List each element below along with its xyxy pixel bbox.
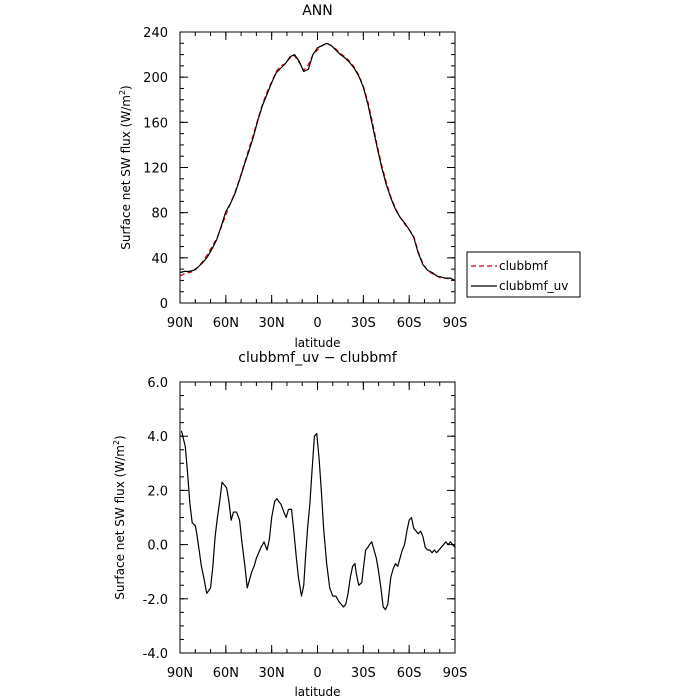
x-tick-label: 0 (313, 316, 321, 331)
x-tick-label: 30N (259, 666, 285, 681)
x-tick-label: 60S (397, 316, 422, 331)
plot-frame (179, 381, 456, 654)
x-tick-label: 60N (213, 666, 239, 681)
plot-frame (179, 31, 456, 304)
difference-series-line (180, 430, 455, 611)
y-tick-label: 2.0 (147, 484, 168, 499)
y-tick-label: 80 (151, 207, 168, 222)
y-axis-label: Surface net SW flux (W/m2) (112, 435, 127, 599)
chart-title: clubbmf_uv − clubbmf (238, 350, 397, 366)
y-tick-label: 200 (143, 71, 168, 86)
y-tick-label: 0.0 (147, 539, 168, 554)
y-tick-label: -4.0 (143, 647, 168, 662)
y-tick-label: 240 (143, 26, 168, 41)
legend-box (466, 251, 581, 298)
x-tick-label: 90N (167, 316, 193, 331)
x-tick-label: 90S (443, 666, 468, 681)
y-tick-label: 0 (160, 297, 168, 312)
y-tick-label: -2.0 (143, 593, 168, 608)
x-tick-label: 60N (213, 316, 239, 331)
x-tick-label: 30S (351, 666, 376, 681)
y-axis-label: Surface net SW flux (W/m2) (118, 85, 133, 249)
x-axis-label: latitude (294, 685, 340, 699)
y-tick-label: 160 (143, 116, 168, 131)
chart-title: ANN (302, 3, 333, 19)
x-tick-label: 30N (259, 316, 285, 331)
difference-chart: 90N 60N 30N 0 30S 60S 90S -4.0 -2.0 0.0 2.0 4.0 6.0 c… (112, 350, 467, 699)
x-tick-label: 0 (313, 666, 321, 681)
y-tick-label: 4.0 (147, 430, 168, 445)
top-chart: 90N 60N 30N 0 30S 60S 90S 0 40 80 120 160 200 240 ANN l… (118, 3, 467, 350)
legend-label: clubbmf_uv (499, 279, 568, 293)
y-tick-label: 120 (143, 162, 168, 177)
series-line-clubbmf-uv (180, 42, 455, 281)
series-line-clubbmf (180, 42, 455, 282)
x-tick-label: 60S (397, 666, 422, 681)
legend-label: clubbmf (499, 259, 548, 273)
x-tick-label: 30S (351, 316, 376, 331)
x-tick-label: 90S (443, 316, 468, 331)
legend: clubbmf clubbmf_uv (466, 251, 581, 298)
y-tick-label: 40 (151, 252, 168, 267)
x-axis-label: latitude (294, 336, 340, 350)
y-tick-label: 6.0 (147, 376, 168, 391)
x-tick-label: 90N (167, 666, 193, 681)
